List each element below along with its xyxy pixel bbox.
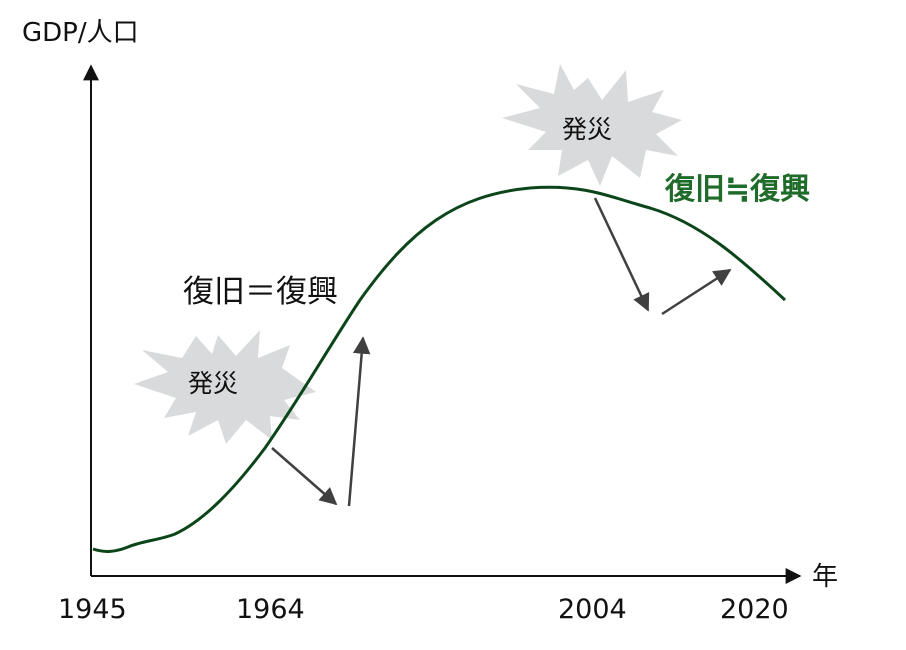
- disaster-burst-1: [134, 330, 316, 444]
- rebound-arrow-2: [661, 268, 732, 316]
- disaster-label-2: 発災: [562, 115, 613, 144]
- drop-arrow-2: [593, 197, 650, 312]
- recovery-approx-label: 復旧≒復興: [665, 172, 811, 207]
- development-curve: [92, 185, 787, 553]
- drop-arrow-1: [271, 447, 338, 506]
- x-tick-label: 1945: [58, 594, 127, 625]
- recovery-equal-label: 復旧＝復興: [183, 274, 338, 310]
- disaster-burst-2: [502, 64, 682, 186]
- disaster-label-1: 発災: [188, 369, 239, 398]
- x-tick-label: 2004: [558, 594, 627, 625]
- x-axis-label: 年: [812, 562, 839, 592]
- x-tick-label: 2020: [720, 594, 789, 625]
- x-tick-label: 1964: [236, 594, 305, 625]
- rebound-arrow-1: [347, 336, 371, 507]
- y-axis-label: GDP/人口: [22, 18, 139, 48]
